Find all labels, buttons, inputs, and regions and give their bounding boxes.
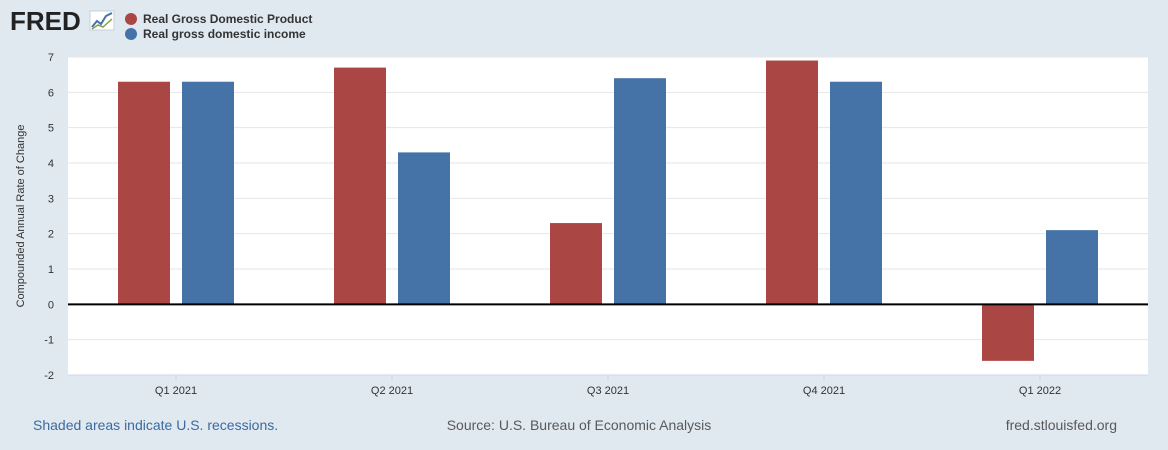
y-tick-label: 3: [48, 193, 54, 205]
grid-lines: [68, 56, 1148, 376]
site-url[interactable]: fred.stlouisfed.org: [1006, 417, 1117, 433]
x-tick-label: Q1 2022: [1019, 385, 1061, 397]
x-tick-label: Q3 2021: [587, 385, 629, 397]
y-tick-label: 6: [48, 87, 54, 99]
fred-logo-chart-icon: [89, 10, 115, 31]
y-tick-label: -2: [44, 370, 54, 382]
x-tick-label: Q1 2021: [155, 385, 197, 397]
fred-logo-text: FRED: [10, 6, 81, 36]
y-tick-label: 2: [48, 229, 54, 241]
x-tick-label: Q4 2021: [803, 385, 845, 397]
bar-gdi[interactable]: [830, 81, 882, 305]
bar-gdi[interactable]: [398, 152, 450, 305]
legend-item-gdi[interactable]: Real gross domestic income: [125, 27, 306, 41]
y-tick-label: -1: [44, 335, 54, 347]
bar-gdp[interactable]: [118, 81, 170, 305]
bars: [118, 60, 1098, 361]
bar-gdp[interactable]: [334, 67, 386, 305]
fred-logo[interactable]: FRED: [10, 6, 115, 36]
plot-area: [68, 57, 1148, 375]
bar-gdp[interactable]: [550, 223, 602, 305]
source-text: Source: U.S. Bureau of Economic Analysis: [447, 417, 712, 433]
x-axis-ticks: Q1 2021 Q2 2021 Q3 2021 Q4 2021 Q1 2022: [155, 375, 1061, 397]
legend-label-gdp: Real Gross Domestic Product: [143, 12, 312, 26]
x-tick-label: Q2 2021: [371, 385, 413, 397]
bar-gdi[interactable]: [1046, 230, 1098, 305]
y-tick-label: 5: [48, 123, 54, 135]
legend-label-gdi: Real gross domestic income: [143, 27, 306, 41]
legend-item-gdp[interactable]: Real Gross Domestic Product: [125, 12, 312, 26]
y-tick-label: 0: [48, 299, 54, 311]
bar-gdi[interactable]: [614, 78, 666, 305]
bar-gdp[interactable]: [982, 304, 1034, 361]
legend-marker-gdi: [125, 28, 137, 40]
legend: Real Gross Domestic Product Real gross d…: [125, 12, 312, 41]
y-axis-ticks: -2 -1 0 1 2 3 4 5 6 7: [44, 52, 54, 382]
recession-note-link[interactable]: Shaded areas indicate U.S. recessions.: [33, 417, 278, 433]
y-axis-title: Compounded Annual Rate of Change: [15, 125, 27, 308]
bar-gdp[interactable]: [766, 60, 818, 305]
y-tick-label: 7: [48, 52, 54, 64]
legend-marker-gdp: [125, 13, 137, 25]
y-tick-label: 1: [48, 264, 54, 276]
bar-gdi[interactable]: [182, 81, 234, 305]
y-tick-label: 4: [48, 158, 54, 170]
